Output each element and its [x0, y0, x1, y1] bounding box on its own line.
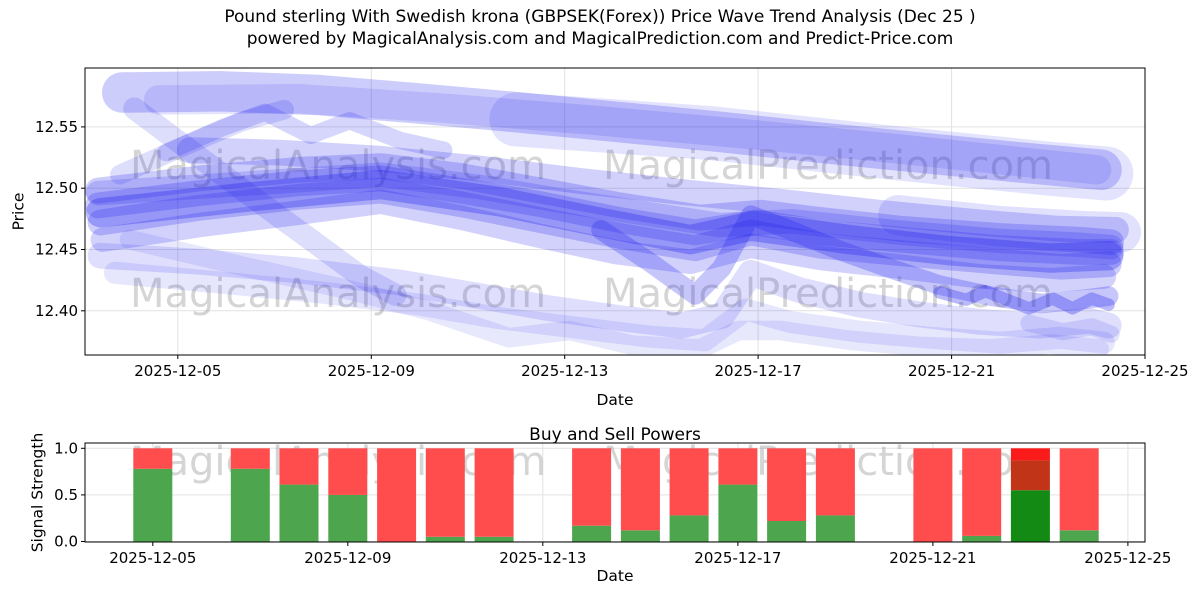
signal-strength-axis-label: Signal Strength — [29, 433, 47, 553]
wave-band-lower-1 — [87, 242, 1122, 339]
wave-band-right-fringe — [1020, 314, 1120, 343]
figure-title-line2: powered by MagicalAnalysis.com and Magic… — [246, 29, 954, 49]
wave-bands-group — [85, 71, 1142, 355]
bar-segment-sell_strong — [1010, 448, 1050, 461]
wave-band-core-3 — [87, 177, 1122, 280]
bar-segment-sell — [230, 448, 270, 469]
x-tick-label: 2025-12-13 — [499, 549, 586, 567]
bottom-date-axis-label: Date — [596, 567, 633, 585]
wave-band-upper-band — [101, 71, 1122, 191]
bar-segment-buy — [1059, 530, 1099, 542]
x-tick-label: 2025-12-17 — [694, 549, 781, 567]
wave-band-core-1 — [85, 153, 1124, 256]
wave-band-left-zigzag — [157, 103, 453, 162]
bar-segment-sell — [425, 448, 465, 537]
bar-segment-sell — [328, 448, 368, 495]
bar-segment-buy — [718, 484, 758, 542]
watermark-text: MagicalAnalysis.com — [130, 271, 546, 317]
wave-band-core-fringe-top — [85, 162, 1124, 260]
wave-band-right-squiggle — [933, 285, 1115, 315]
y-tick-label: 12.50 — [35, 179, 78, 197]
panel-0: MagicalAnalysis.com MagicalPrediction.com… — [35, 67, 1189, 380]
bar-segment-sell — [962, 448, 1002, 536]
watermark-text: MagicalPrediction.com — [603, 143, 1053, 189]
plot-frame — [84, 442, 1146, 543]
x-tick-label: 2025-12-13 — [521, 362, 608, 380]
price-axis-label: Price — [10, 193, 28, 231]
panel-1: MagicalAnalysis.comMagicalPrediction.com… — [54, 439, 1171, 567]
plot-background — [85, 68, 1145, 355]
watermark-text: MagicalPrediction.com — [603, 271, 1053, 317]
x-tick-label: 2025-12-25 — [1101, 362, 1188, 380]
y-tick-label: 1.0 — [54, 439, 78, 457]
figure-title-line1: Pound sterling With Swedish krona (GBPSE… — [224, 7, 976, 27]
bar-segment-sell — [767, 448, 807, 521]
wave-band-left-cross-up — [110, 99, 295, 185]
y-tick-label: 12.55 — [35, 118, 78, 136]
bar-segment-sell — [815, 448, 855, 516]
bar-segment-sell — [620, 448, 660, 531]
watermark-text: MagicalAnalysis.com — [130, 143, 546, 189]
x-tick-label: 2025-12-05 — [134, 362, 221, 380]
wave-band-left-cross-down — [123, 97, 407, 306]
wave-band-lower-2 — [103, 261, 1115, 354]
wave-band-upper-band-wide — [489, 92, 1134, 201]
wave-band-lower-3 — [119, 229, 1109, 355]
wave-band-core-dip — [591, 205, 1119, 314]
y-tick-label: 0.5 — [54, 486, 78, 504]
x-tick-label: 2025-12-25 — [1084, 549, 1171, 567]
x-tick-label: 2025-12-21 — [889, 549, 976, 567]
bar-segment-buy_strong — [1010, 490, 1050, 542]
bar-segment-sell — [1059, 448, 1099, 531]
x-tick-label: 2025-12-09 — [328, 362, 415, 380]
bar-segment-buy — [962, 535, 1002, 542]
figure-title: Pound sterling With Swedish krona (GBPSE… — [0, 6, 1200, 50]
wave-band-core-inner — [85, 169, 1124, 273]
y-tick-label: 12.45 — [35, 241, 78, 259]
bar-segment-sell — [377, 448, 417, 542]
plot-frame — [84, 67, 1146, 356]
bar-segment-sell — [133, 448, 173, 469]
wave-band-mid-band-wide — [878, 194, 1142, 253]
bar-segment-sell — [913, 448, 953, 542]
top-date-axis-label: Date — [596, 391, 633, 409]
bar-segment-sell — [572, 448, 612, 526]
bar-segment-buy — [474, 536, 514, 542]
bar-segment-buy — [669, 515, 709, 542]
bar-segment-buy — [572, 525, 612, 542]
wave-band-core-2 — [85, 165, 1124, 265]
y-tick-label: 12.40 — [35, 302, 78, 320]
bar-segment-buy — [767, 521, 807, 542]
bar-segment-buy — [279, 484, 319, 542]
bar-segment-sell — [279, 448, 319, 485]
bottom-chart-title: Buy and Sell Powers — [529, 425, 701, 445]
bar-segment-buy — [328, 494, 368, 542]
bar-segment-sell — [718, 448, 758, 485]
x-tick-label: 2025-12-21 — [908, 362, 995, 380]
bar-segment-conflict — [1010, 460, 1050, 491]
chart-panels: MagicalAnalysis.com MagicalPrediction.com… — [35, 67, 1189, 567]
bar-segment-buy — [230, 468, 270, 542]
y-tick-label: 0.0 — [54, 533, 78, 551]
x-tick-label: 2025-12-17 — [715, 362, 802, 380]
bar-segment-buy — [133, 468, 173, 542]
x-tick-label: 2025-12-05 — [109, 549, 196, 567]
wave-band-upper-band-inner — [143, 83, 1112, 185]
bar-segment-buy — [815, 515, 855, 542]
bar-segment-buy — [620, 530, 660, 542]
bar-segment-sell — [669, 448, 709, 516]
wave-band-core-4 — [90, 189, 1117, 293]
bar-segment-buy — [425, 536, 465, 542]
wave-band-mid-band — [176, 137, 1129, 243]
x-tick-label: 2025-12-09 — [304, 549, 391, 567]
bar-segment-sell — [474, 448, 514, 537]
